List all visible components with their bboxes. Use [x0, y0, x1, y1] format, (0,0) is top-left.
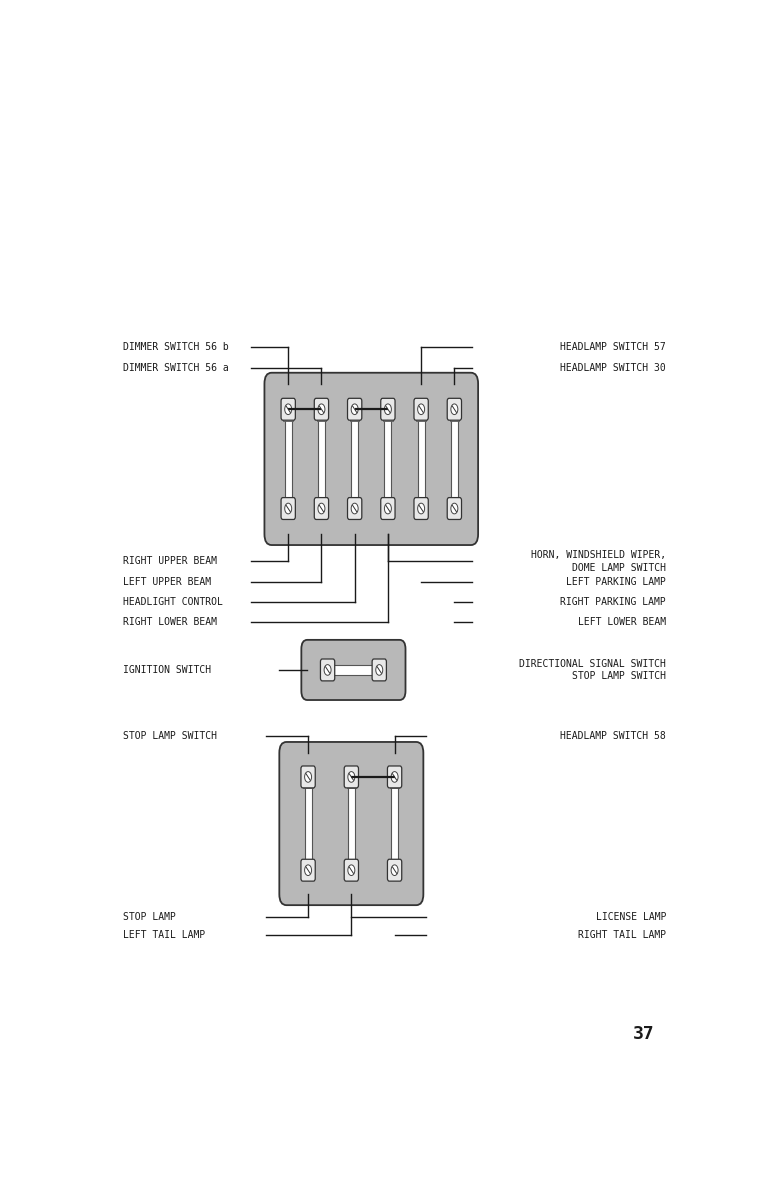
Text: LEFT UPPER BEAM: LEFT UPPER BEAM: [123, 577, 211, 586]
FancyBboxPatch shape: [372, 659, 386, 681]
FancyBboxPatch shape: [447, 497, 462, 520]
Text: HEADLAMP SWITCH 57: HEADLAMP SWITCH 57: [561, 342, 666, 352]
FancyBboxPatch shape: [387, 766, 402, 787]
Circle shape: [351, 503, 358, 514]
Bar: [449, 497, 459, 504]
FancyBboxPatch shape: [281, 497, 296, 520]
FancyBboxPatch shape: [264, 373, 478, 545]
FancyBboxPatch shape: [280, 742, 423, 905]
Bar: [383, 413, 392, 420]
FancyBboxPatch shape: [348, 497, 362, 520]
Circle shape: [305, 772, 312, 783]
FancyBboxPatch shape: [381, 497, 395, 520]
Text: DIMMER SWITCH 56 b: DIMMER SWITCH 56 b: [123, 342, 229, 352]
Text: STOP LAMP SWITCH: STOP LAMP SWITCH: [123, 732, 217, 741]
Bar: [390, 860, 399, 867]
Bar: [316, 497, 326, 504]
Text: HORN, WINDSHIELD WIPER,
DOME LAMP SWITCH: HORN, WINDSHIELD WIPER, DOME LAMP SWITCH: [531, 551, 666, 573]
Text: RIGHT LOWER BEAM: RIGHT LOWER BEAM: [123, 617, 217, 626]
Circle shape: [318, 404, 325, 414]
FancyBboxPatch shape: [348, 398, 362, 420]
Text: HEADLIGHT CONTROL: HEADLIGHT CONTROL: [123, 597, 223, 606]
Text: IGNITION SWITCH: IGNITION SWITCH: [123, 665, 211, 675]
Circle shape: [391, 772, 398, 783]
FancyBboxPatch shape: [314, 398, 329, 420]
FancyBboxPatch shape: [314, 497, 329, 520]
Bar: [332, 665, 375, 675]
Bar: [390, 780, 399, 789]
Bar: [283, 413, 293, 420]
FancyBboxPatch shape: [281, 398, 296, 420]
FancyBboxPatch shape: [387, 860, 402, 881]
Text: HEADLAMP SWITCH 58: HEADLAMP SWITCH 58: [561, 732, 666, 741]
Bar: [303, 780, 313, 789]
Bar: [416, 497, 426, 504]
Circle shape: [376, 664, 382, 675]
Bar: [318, 417, 325, 501]
Bar: [305, 784, 312, 863]
Bar: [383, 497, 392, 504]
Circle shape: [418, 503, 425, 514]
FancyBboxPatch shape: [414, 398, 429, 420]
Circle shape: [285, 404, 292, 414]
Bar: [346, 780, 356, 789]
Bar: [303, 860, 313, 867]
Text: RIGHT UPPER BEAM: RIGHT UPPER BEAM: [123, 556, 217, 566]
Bar: [384, 417, 392, 501]
Bar: [346, 860, 356, 867]
Circle shape: [324, 664, 331, 675]
FancyBboxPatch shape: [301, 639, 406, 700]
FancyBboxPatch shape: [414, 497, 429, 520]
Text: 37: 37: [633, 1024, 654, 1043]
Circle shape: [385, 503, 392, 514]
Bar: [316, 413, 326, 420]
Circle shape: [318, 503, 325, 514]
Bar: [372, 663, 378, 676]
Bar: [350, 497, 359, 504]
FancyBboxPatch shape: [344, 860, 359, 881]
Text: DIRECTIONAL SIGNAL SWITCH
STOP LAMP SWITCH: DIRECTIONAL SIGNAL SWITCH STOP LAMP SWIT…: [519, 658, 666, 681]
FancyBboxPatch shape: [301, 860, 315, 881]
Text: LEFT LOWER BEAM: LEFT LOWER BEAM: [578, 617, 666, 626]
Bar: [348, 784, 355, 863]
FancyBboxPatch shape: [381, 398, 395, 420]
Circle shape: [305, 864, 312, 875]
Circle shape: [385, 404, 392, 414]
Bar: [416, 413, 426, 420]
Bar: [351, 417, 358, 501]
Bar: [451, 417, 458, 501]
Circle shape: [351, 404, 358, 414]
Text: LEFT PARKING LAMP: LEFT PARKING LAMP: [566, 577, 666, 586]
Bar: [283, 497, 293, 504]
FancyBboxPatch shape: [447, 398, 462, 420]
Bar: [418, 417, 425, 501]
Bar: [449, 413, 459, 420]
Circle shape: [348, 772, 355, 783]
FancyBboxPatch shape: [301, 766, 315, 787]
Circle shape: [285, 503, 292, 514]
Bar: [391, 784, 398, 863]
Bar: [285, 417, 292, 501]
Text: LICENSE LAMP: LICENSE LAMP: [596, 912, 666, 922]
Circle shape: [348, 864, 355, 875]
Text: DIMMER SWITCH 56 a: DIMMER SWITCH 56 a: [123, 363, 229, 373]
FancyBboxPatch shape: [344, 766, 359, 787]
Circle shape: [391, 864, 398, 875]
Bar: [329, 663, 334, 676]
Bar: [350, 413, 359, 420]
Text: STOP LAMP: STOP LAMP: [123, 912, 176, 922]
Circle shape: [451, 404, 458, 414]
Text: LEFT TAIL LAMP: LEFT TAIL LAMP: [123, 931, 205, 940]
Circle shape: [451, 503, 458, 514]
Text: RIGHT TAIL LAMP: RIGHT TAIL LAMP: [578, 931, 666, 940]
Text: RIGHT PARKING LAMP: RIGHT PARKING LAMP: [561, 597, 666, 606]
FancyBboxPatch shape: [320, 659, 335, 681]
Circle shape: [418, 404, 425, 414]
Text: HEADLAMP SWITCH 30: HEADLAMP SWITCH 30: [561, 363, 666, 373]
